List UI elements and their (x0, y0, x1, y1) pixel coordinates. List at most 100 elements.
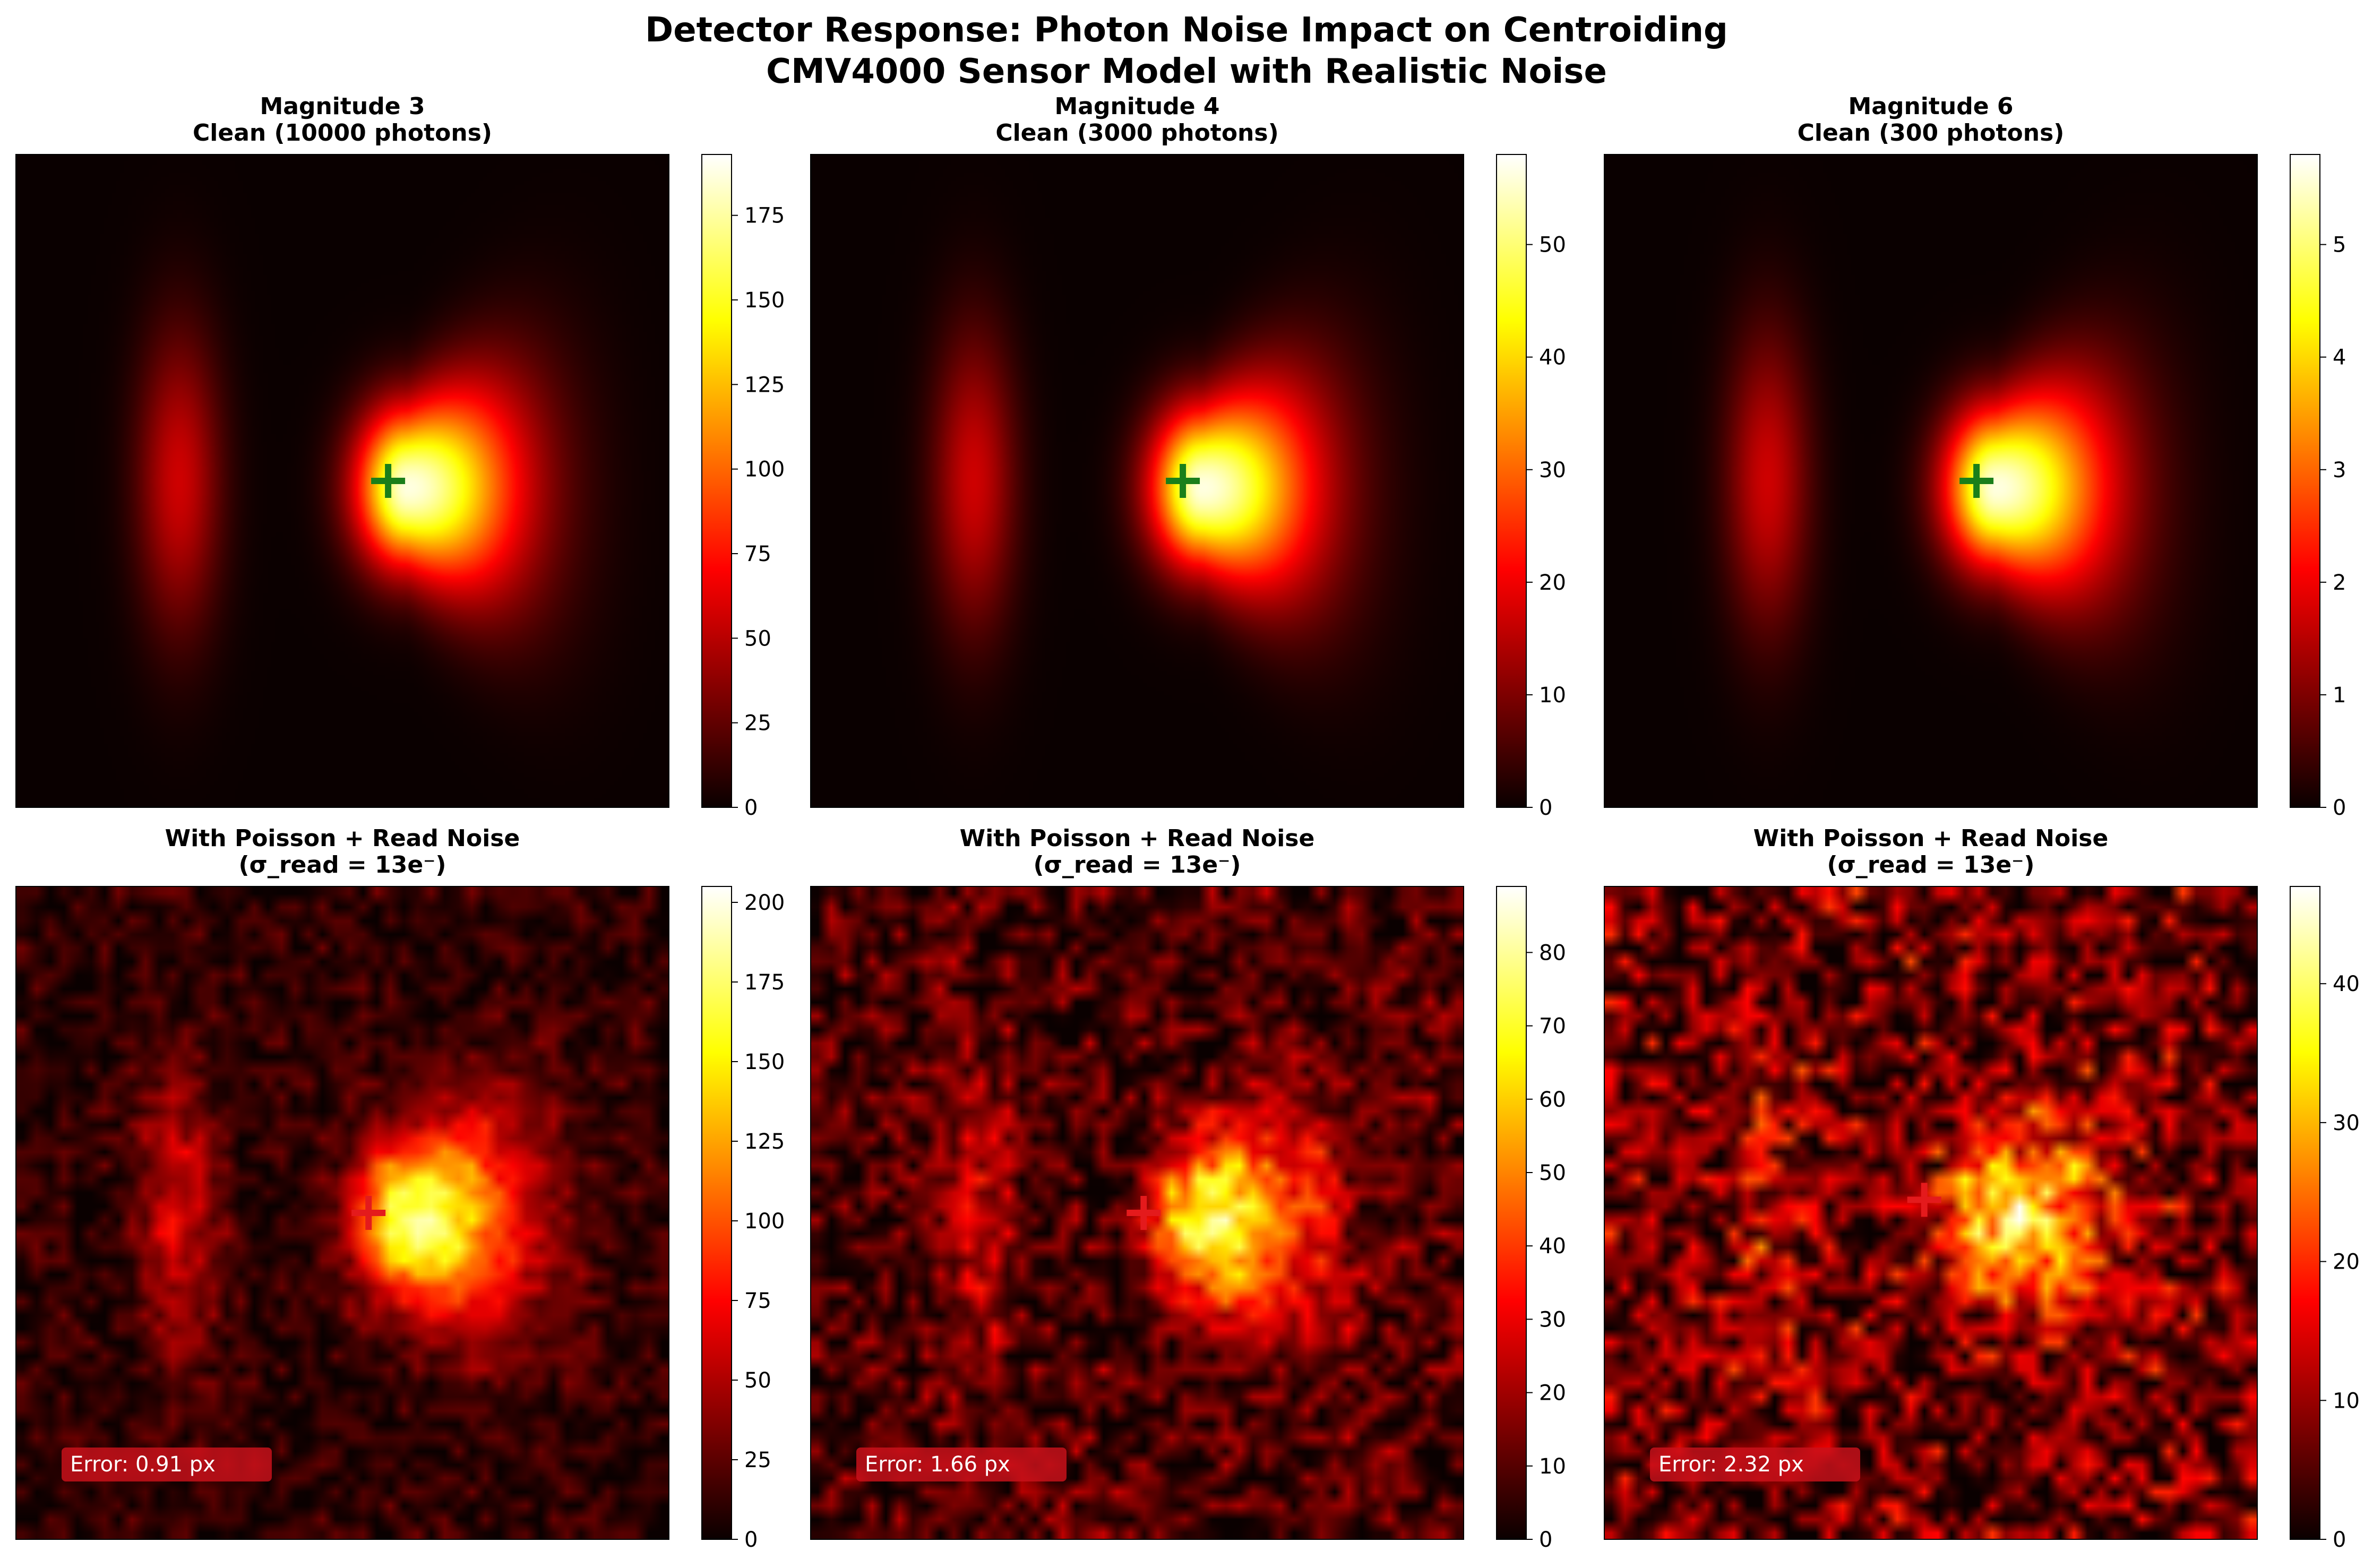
colorbar-tick-label: 20 (1539, 1381, 1566, 1406)
panel-subtitle: Clean (10000 photons) (193, 119, 492, 147)
colorbar-tick-label: 0 (744, 1528, 758, 1552)
colorbar-tick-label: 3 (2333, 458, 2346, 483)
colorbar-tick-label: 150 (744, 1050, 785, 1074)
centroid-marker (1166, 464, 1200, 498)
centroid-marker (1907, 1183, 1941, 1217)
error-label: Error: 0.91 px (62, 1448, 272, 1481)
colorbar-tick-label: 1 (2333, 683, 2346, 708)
panel-subtitle: Clean (3000 photons) (995, 119, 1278, 147)
colorbar-tick-label: 2 (2333, 571, 2346, 595)
error-text: Error: 2.32 px (1658, 1452, 1804, 1477)
error-text: Error: 0.91 px (70, 1452, 216, 1477)
colorbar-tick-label: 4 (2333, 346, 2346, 370)
colorbar-tick-label: 175 (744, 204, 785, 228)
panel-subtitle: Clean (300 photons) (1798, 119, 2065, 147)
colorbar-tick-label: 10 (1539, 1454, 1566, 1479)
colorbar-tick-label: 150 (744, 288, 785, 313)
colorbar-gradient (1497, 886, 1526, 1539)
figure-title-line2: CMV4000 Sensor Model with Realistic Nois… (766, 52, 1607, 91)
colorbar-tick-label: 0 (744, 796, 758, 820)
colorbar-tick-label: 30 (1539, 458, 1566, 483)
panel-subtitle: (σ_read = 13e⁻) (1827, 851, 2034, 878)
colorbar: 0 1 2 3 4 5 (2290, 154, 2346, 820)
axes-frame (810, 154, 1464, 808)
centroid-marker (371, 464, 406, 498)
axes-frame (1604, 886, 2258, 1540)
panel-title: Magnitude 4 (1054, 93, 1219, 120)
colorbar-tick-label: 40 (2333, 972, 2360, 996)
error-label: Error: 2.32 px (1650, 1448, 1860, 1481)
colorbar: 0 25 50 75 100 125 150 175 200 (701, 886, 785, 1552)
panel-subtitle: (σ_read = 13e⁻) (1033, 851, 1241, 878)
colorbar: 0 25 50 75 100 125 150 175 (701, 154, 785, 820)
colorbar-tick-label: 80 (1539, 941, 1566, 965)
axes-frame (15, 886, 669, 1540)
colorbar-tick-label: 125 (744, 1130, 785, 1154)
colorbar-tick-label: 50 (744, 1368, 771, 1393)
colorbar-tick-label: 50 (1539, 233, 1566, 257)
colorbar-tick-label: 25 (744, 711, 771, 736)
colorbar-gradient (702, 154, 732, 807)
colorbar-tick-label: 125 (744, 373, 785, 397)
error-text: Error: 1.66 px (865, 1452, 1010, 1477)
colorbar-tick-label: 75 (744, 542, 771, 566)
heatmap-image (1604, 886, 2257, 1539)
centroid-marker (1959, 464, 1994, 498)
panel-m4-noisy: With Poisson + Read Noise(σ_read = 13e⁻)… (810, 825, 1566, 1552)
colorbar-tick-label: 40 (1539, 346, 1566, 370)
colorbar-gradient (2290, 886, 2320, 1539)
panel-subtitle: (σ_read = 13e⁻) (238, 851, 446, 878)
colorbar-tick-label: 50 (1539, 1161, 1566, 1185)
colorbar-gradient (2290, 154, 2320, 807)
centroid-marker (1127, 1196, 1161, 1230)
colorbar-tick-label: 175 (744, 970, 785, 995)
heatmap-image (16, 154, 669, 807)
colorbar-tick-label: 200 (744, 891, 785, 915)
colorbar: 0 10 20 30 40 50 (1496, 154, 1566, 820)
panel-title: Magnitude 3 (260, 93, 425, 120)
error-label: Error: 1.66 px (856, 1448, 1067, 1481)
colorbar-tick-label: 70 (1539, 1014, 1566, 1039)
colorbar-tick-label: 20 (2333, 1250, 2360, 1274)
colorbar-tick-label: 20 (1539, 571, 1566, 595)
heatmap-image (1604, 154, 2257, 807)
colorbar-tick-label: 100 (744, 1209, 785, 1234)
panel-title: With Poisson + Read Noise (165, 825, 520, 852)
panel-title: With Poisson + Read Noise (1753, 825, 2109, 852)
colorbar-tick-label: 30 (2333, 1111, 2360, 1135)
colorbar-tick-label: 5 (2333, 233, 2346, 257)
colorbar-tick-label: 10 (2333, 1389, 2360, 1413)
colorbar-gradient (702, 886, 732, 1539)
colorbar-tick-label: 0 (1539, 796, 1552, 820)
colorbar-tick-label: 50 (744, 626, 771, 651)
colorbar: 0 10 20 30 40 (2290, 886, 2360, 1552)
panel-title: With Poisson + Read Noise (960, 825, 1315, 852)
panel-m6-noisy: With Poisson + Read Noise(σ_read = 13e⁻)… (1604, 825, 2360, 1552)
colorbar-tick-label: 10 (1539, 683, 1566, 708)
colorbar-tick-label: 60 (1539, 1088, 1566, 1112)
colorbar-tick-label: 25 (744, 1448, 771, 1472)
colorbar-tick-label: 0 (2333, 796, 2346, 820)
colorbar-tick-label: 40 (1539, 1234, 1566, 1259)
heatmap-image (811, 154, 1464, 807)
centroid-marker (351, 1196, 386, 1230)
colorbar-tick-label: 0 (1539, 1528, 1552, 1552)
axes-frame (1604, 154, 2258, 808)
colorbar-gradient (1497, 154, 1526, 807)
figure-title-line1: Detector Response: Photon Noise Impact o… (645, 11, 1728, 50)
heatmap-image (16, 886, 669, 1539)
panel-title: Magnitude 6 (1848, 93, 2013, 120)
axes-frame (810, 886, 1464, 1540)
panel-m3-noisy: With Poisson + Read Noise(σ_read = 13e⁻)… (15, 825, 785, 1552)
colorbar-tick-label: 30 (1539, 1307, 1566, 1332)
colorbar-tick-label: 100 (744, 458, 785, 482)
colorbar: 0 10 20 30 40 50 60 70 80 (1496, 886, 1566, 1552)
axes-frame (15, 154, 669, 808)
colorbar-tick-label: 75 (744, 1289, 771, 1313)
colorbar-tick-label: 0 (2333, 1528, 2346, 1552)
